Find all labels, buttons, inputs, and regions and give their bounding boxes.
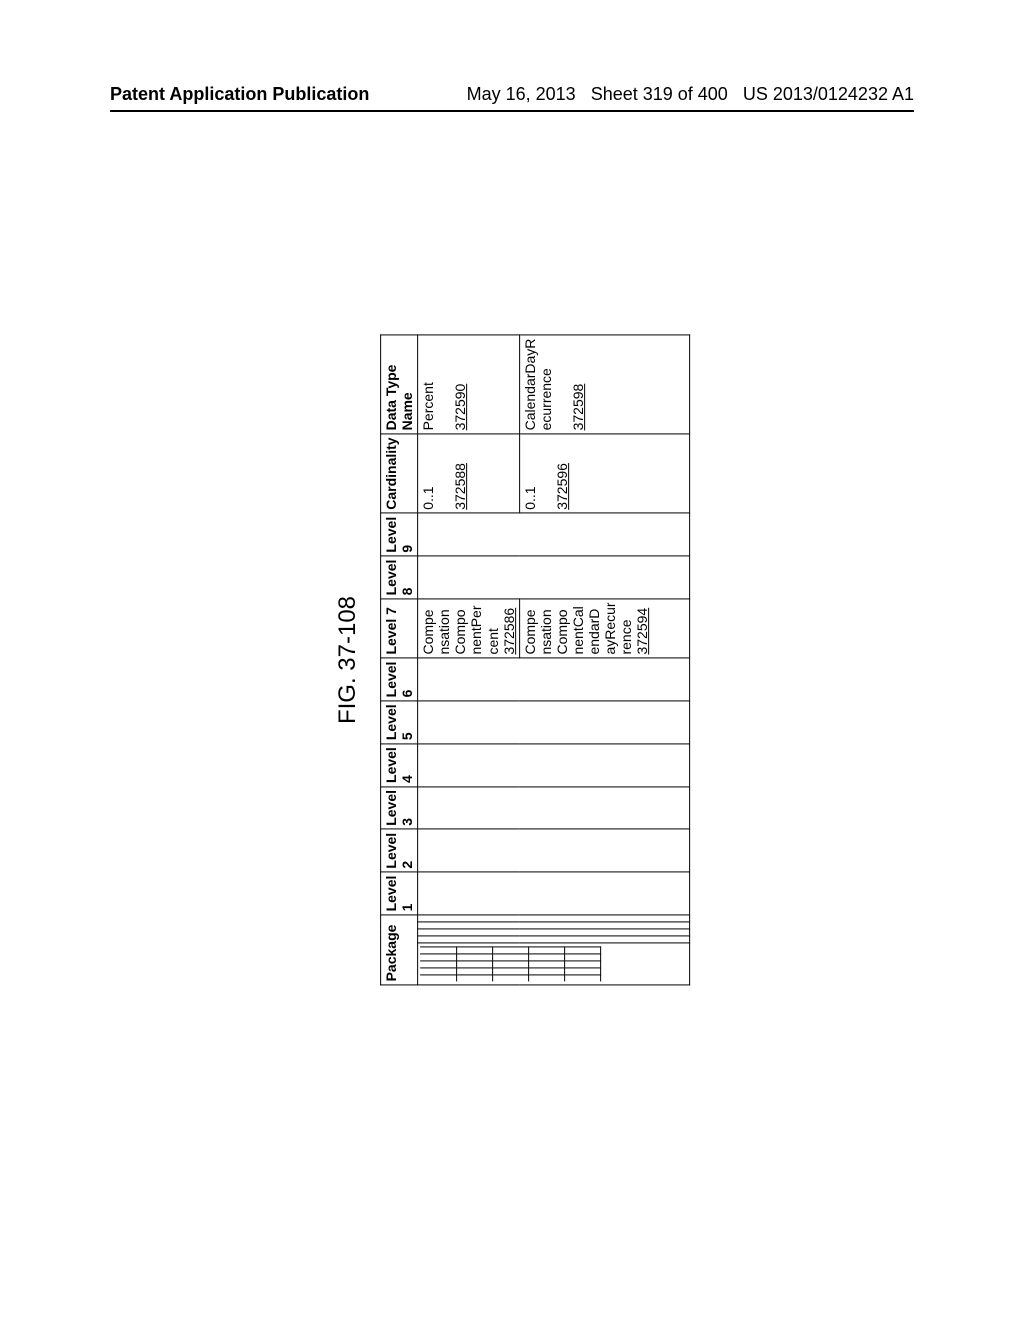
col-l1: Level 1 bbox=[381, 872, 418, 915]
col-l9: Level 9 bbox=[381, 513, 418, 556]
cell-cardinality: 0..1 372596 bbox=[519, 434, 689, 513]
col-package: Package bbox=[381, 915, 418, 985]
header-right: May 16, 2013 Sheet 319 of 400 US 2013/01… bbox=[467, 84, 914, 105]
package-sub-2 bbox=[418, 929, 690, 936]
cell-l5 bbox=[418, 701, 690, 744]
cell-l2 bbox=[418, 829, 690, 872]
cell-l6 bbox=[418, 658, 690, 701]
header-left: Patent Application Publication bbox=[110, 84, 369, 105]
cell-l3 bbox=[418, 786, 690, 829]
header-divider bbox=[110, 110, 914, 112]
package-nested bbox=[420, 946, 601, 981]
col-l4: Level 4 bbox=[381, 744, 418, 787]
col-cardinality: Cardinality bbox=[381, 434, 418, 513]
cell-l7: CompensationComponentCalendarDayRecurren… bbox=[519, 599, 689, 658]
package-sub-3 bbox=[418, 922, 690, 929]
col-l8: Level 8 bbox=[381, 556, 418, 599]
package-sub-4 bbox=[418, 915, 690, 922]
l7-ref: 372594 bbox=[635, 602, 651, 654]
cell-l1 bbox=[418, 872, 690, 915]
dt-ref: 372598 bbox=[570, 339, 586, 431]
col-l6: Level 6 bbox=[381, 658, 418, 701]
figure-area: FIG. 37-108 Package Level 1 Level 2 Leve… bbox=[334, 335, 690, 986]
cell-cardinality: 0..1 372588 bbox=[418, 434, 520, 513]
col-l5: Level 5 bbox=[381, 701, 418, 744]
figure-label: FIG. 37-108 bbox=[334, 335, 362, 986]
dt-text: Percent bbox=[420, 339, 436, 431]
page-header: Patent Application Publication May 16, 2… bbox=[0, 84, 1024, 105]
cell-datatype: Percent 372590 bbox=[418, 335, 520, 434]
card-val: 0..1 bbox=[522, 437, 538, 509]
patent-table: Package Level 1 Level 2 Level 3 Level 4 … bbox=[380, 335, 690, 986]
cell-l8 bbox=[418, 556, 690, 599]
card-ref: 372588 bbox=[453, 437, 469, 509]
col-datatype: Data Type Name bbox=[381, 335, 418, 434]
package-cell bbox=[418, 943, 690, 985]
cell-l7: CompensationComponentPercent 372586 bbox=[418, 599, 520, 658]
col-l7: Level 7 bbox=[381, 599, 418, 658]
header-date: May 16, 2013 bbox=[467, 84, 576, 104]
header-pubno: US 2013/0124232 A1 bbox=[743, 84, 914, 104]
cell-l9 bbox=[418, 513, 690, 556]
l7-text: CompensationComponentCalendarDayRecurren… bbox=[522, 602, 635, 654]
col-l3: Level 3 bbox=[381, 786, 418, 829]
col-l2: Level 2 bbox=[381, 829, 418, 872]
header-sheet: Sheet 319 of 400 bbox=[591, 84, 728, 104]
cell-l4 bbox=[418, 744, 690, 787]
cell-datatype: CalendarDayRecurrence 372598 bbox=[519, 335, 689, 434]
l7-ref: 372586 bbox=[501, 602, 517, 654]
package-sub-1 bbox=[418, 936, 690, 943]
card-ref: 372596 bbox=[554, 437, 570, 509]
dt-text: CalendarDayRecurrence bbox=[522, 339, 554, 431]
table-row: CompensationComponentPercent 372586 0..1… bbox=[418, 335, 520, 985]
table-header-row: Package Level 1 Level 2 Level 3 Level 4 … bbox=[381, 335, 418, 985]
dt-ref: 372590 bbox=[453, 339, 469, 431]
card-val: 0..1 bbox=[420, 437, 436, 509]
l7-text: CompensationComponentPercent bbox=[420, 602, 500, 654]
